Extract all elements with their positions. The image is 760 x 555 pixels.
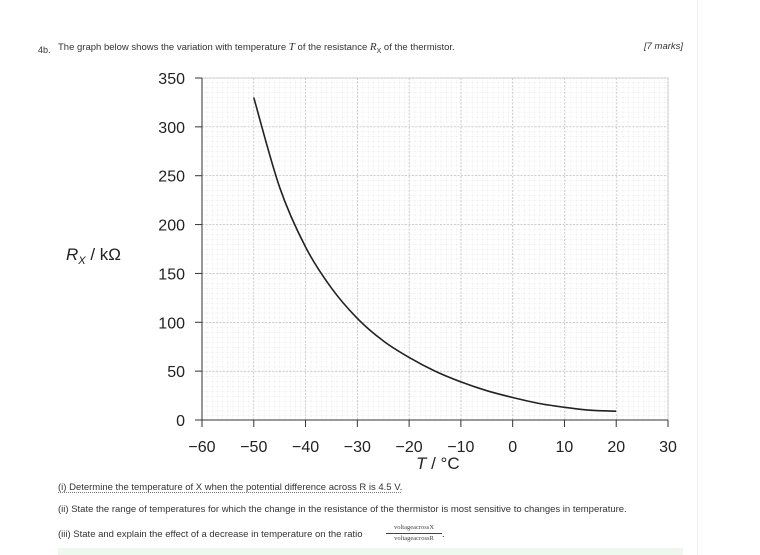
question-text-prefix: The graph below shows the variation with… xyxy=(58,42,289,53)
resistance-curve xyxy=(253,97,617,413)
y-tick-label: 50 xyxy=(167,364,185,381)
answer-box-edge xyxy=(58,548,683,555)
y-label-main: R xyxy=(66,245,78,264)
x-tick-label: −60 xyxy=(188,439,215,456)
question-text-R: R xyxy=(369,41,377,53)
y-label-sub: X xyxy=(77,255,86,267)
x-label-var: T xyxy=(416,454,428,473)
question-text-R-sub: X xyxy=(376,47,382,55)
question-text-T: T xyxy=(288,41,295,53)
y-tick-label: 250 xyxy=(158,169,185,186)
question-text-suffix: of the thermistor. xyxy=(381,42,455,53)
x-tick-label: −40 xyxy=(292,439,319,456)
y-tick-label: 100 xyxy=(158,315,185,332)
y-label-unit: / kΩ xyxy=(86,245,121,264)
axes xyxy=(201,78,668,421)
y-axis-label: RX / kΩ xyxy=(66,245,121,267)
ratio-denominator: voltageacrossR xyxy=(394,535,434,542)
page-edge-rule xyxy=(697,0,698,555)
part-ii: (ii) State the range of temperatures for… xyxy=(58,504,627,515)
x-tick-label: −50 xyxy=(240,439,267,456)
y-tick-label: 200 xyxy=(158,218,185,235)
question-text-middle: of the resistance xyxy=(294,42,370,53)
x-label-unit: / °C xyxy=(426,454,459,473)
ratio-fraction: voltageacrossX voltageacrossR xyxy=(386,523,442,543)
x-axis-label: T / °C xyxy=(416,454,460,473)
question-text: The graph below shows the variation with… xyxy=(58,41,455,55)
x-tick-label: 30 xyxy=(659,439,677,456)
x-tick-label: −30 xyxy=(344,439,371,456)
x-tick-label: −10 xyxy=(447,439,474,456)
y-tick-label: 350 xyxy=(158,71,185,88)
x-tick-label: −20 xyxy=(396,439,423,456)
y-tick-label: 300 xyxy=(158,120,185,137)
part-iii: (iii) State and explain the effect of a … xyxy=(58,529,363,540)
question-number: 4b. xyxy=(38,45,51,55)
y-tick-label: 150 xyxy=(158,266,185,283)
x-tick-label: 20 xyxy=(607,439,625,456)
ratio-numerator: voltageacrossX xyxy=(386,523,442,534)
x-tick-label: 0 xyxy=(508,439,517,456)
part-iii-end: . xyxy=(442,529,445,540)
marks-label: [7 marks] xyxy=(644,41,684,52)
y-tick-label: 0 xyxy=(176,413,185,430)
x-axis-ticks: −60 −50 −40 −30 −20 −10 0 10 20 30 xyxy=(188,420,677,456)
y-axis-ticks: 0 50 100 150 200 250 300 350 xyxy=(158,71,202,430)
x-tick-label: 10 xyxy=(556,439,574,456)
graph-grid-area xyxy=(201,77,669,421)
part-i: (i) Determine the temperature of X when … xyxy=(58,482,402,493)
part-i-text: (i) Determine the temperature of X when … xyxy=(58,482,403,493)
